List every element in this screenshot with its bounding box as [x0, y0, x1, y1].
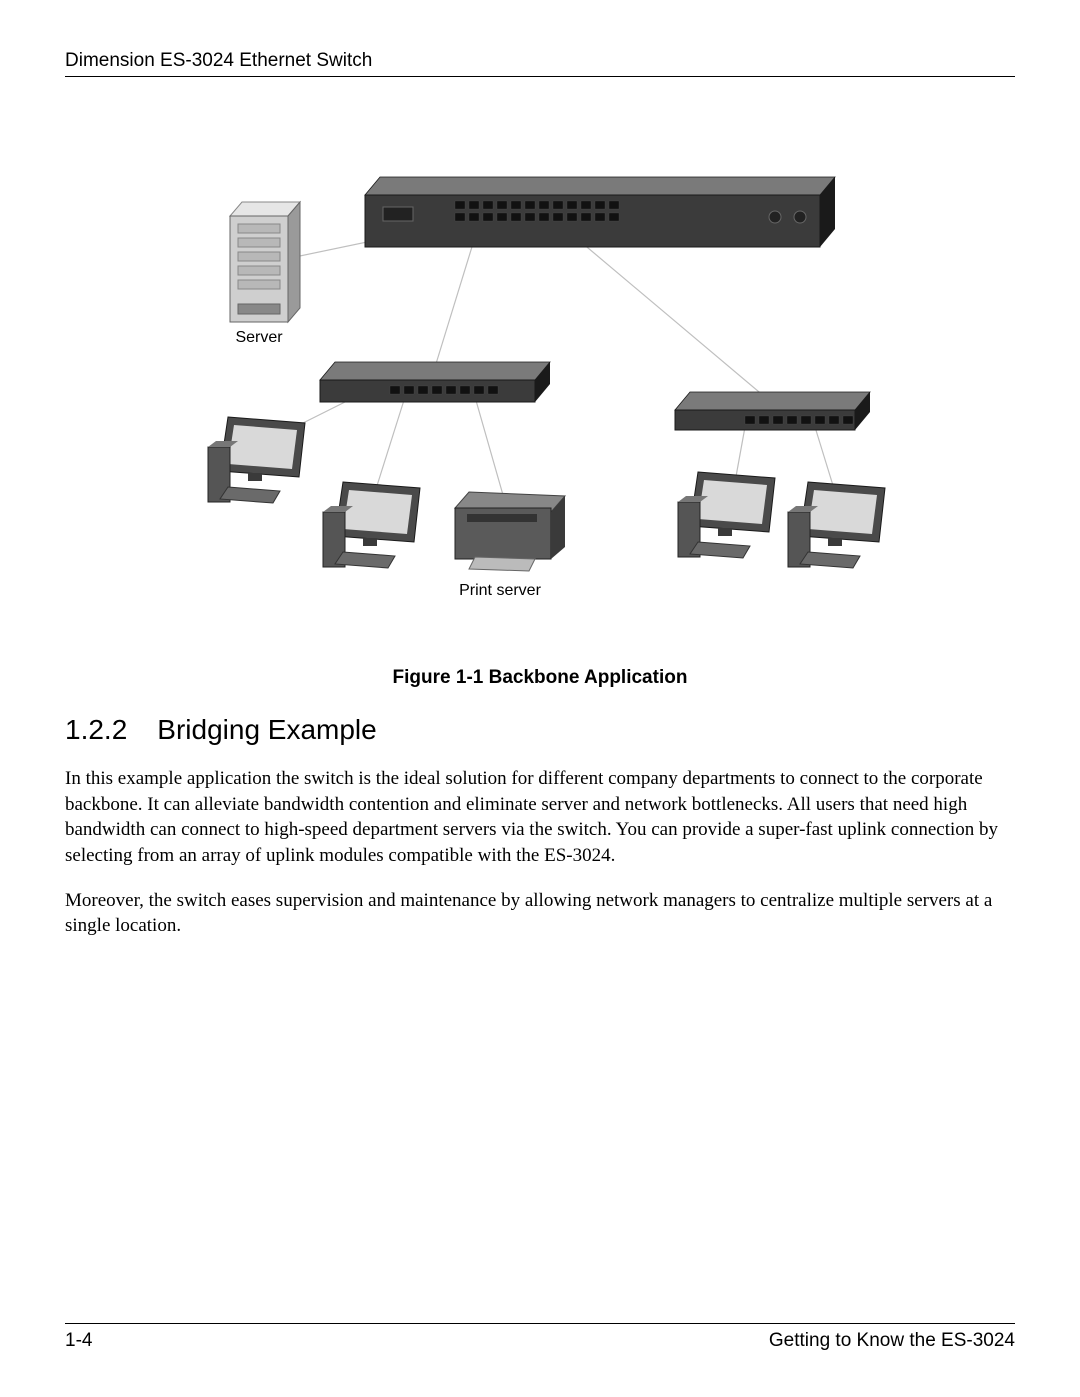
header-title: Dimension ES-3024 Ethernet Switch: [65, 50, 372, 71]
section-title: Bridging Example: [157, 714, 376, 745]
network-diagram: Server Print server: [175, 137, 905, 612]
footer-chapter: Getting to Know the ES-3024: [769, 1330, 1015, 1352]
page-footer: 1-4 Getting to Know the ES-3024: [65, 1323, 1015, 1352]
page-header: Dimension ES-3024 Ethernet Switch: [65, 50, 1015, 77]
section-number: 1.2.2: [65, 714, 127, 746]
footer-page-number: 1-4: [65, 1330, 92, 1352]
svg-text:Print server: Print server: [459, 582, 541, 599]
body-paragraph: In this example application the switch i…: [65, 766, 1015, 869]
figure-caption: Figure 1-1 Backbone Application: [65, 667, 1015, 689]
svg-text:Server: Server: [235, 329, 283, 346]
page: Dimension ES-3024 Ethernet Switch Server…: [0, 0, 1080, 1397]
body-paragraph: Moreover, the switch eases supervision a…: [65, 888, 1015, 939]
section-heading: 1.2.2 Bridging Example: [65, 714, 1015, 746]
figure-container: Server Print server: [65, 137, 1015, 612]
